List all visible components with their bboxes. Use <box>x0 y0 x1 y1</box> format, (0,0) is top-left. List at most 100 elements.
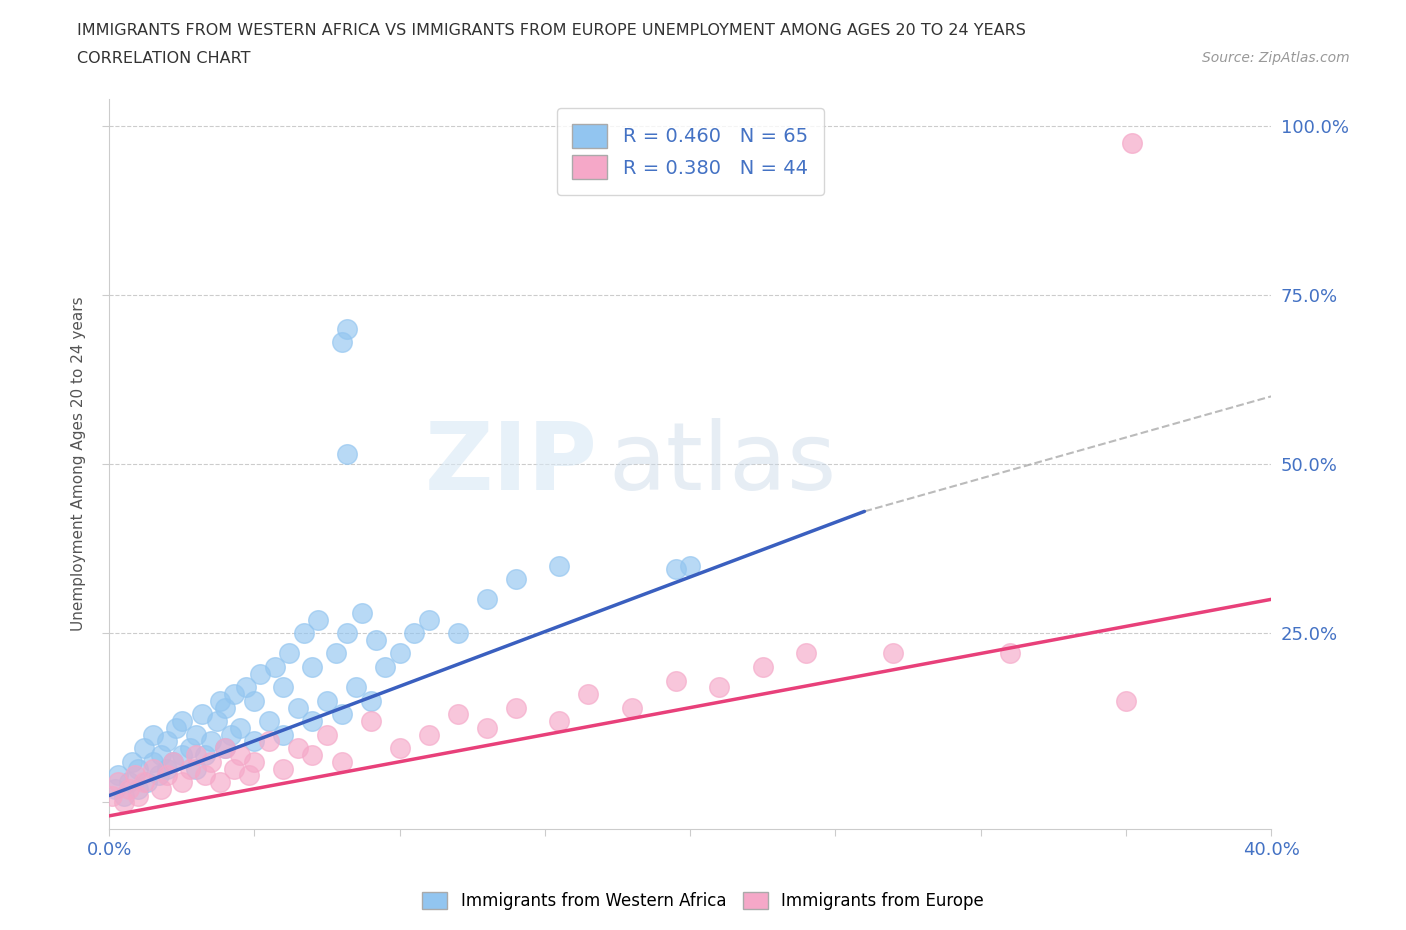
Point <box>336 626 359 641</box>
Point <box>243 754 266 769</box>
Point <box>107 768 129 783</box>
Point <box>127 788 149 803</box>
Text: atlas: atlas <box>609 418 837 510</box>
Point <box>751 659 773 674</box>
Point <box>170 775 193 790</box>
Point <box>156 768 179 783</box>
Point <box>307 612 329 627</box>
Point <box>475 721 498 736</box>
Point <box>229 721 252 736</box>
Point <box>621 700 644 715</box>
Point <box>665 562 688 577</box>
Point <box>235 680 257 695</box>
Point <box>344 680 367 695</box>
Point <box>127 781 149 796</box>
Point <box>301 748 323 763</box>
Legend: R = 0.460   N = 65, R = 0.380   N = 44: R = 0.460 N = 65, R = 0.380 N = 44 <box>557 109 824 194</box>
Point <box>548 713 571 728</box>
Point <box>219 727 242 742</box>
Point <box>112 795 135 810</box>
Point <box>548 558 571 573</box>
Point <box>112 788 135 803</box>
Point <box>142 761 165 776</box>
Point <box>287 700 309 715</box>
Point <box>447 626 470 641</box>
Point <box>186 727 208 742</box>
Point <box>278 646 301 661</box>
Point <box>374 659 396 674</box>
Point <box>388 646 411 661</box>
Point <box>301 713 323 728</box>
Point <box>162 754 184 769</box>
Point <box>882 646 904 661</box>
Point <box>794 646 817 661</box>
Point <box>360 713 382 728</box>
Point <box>679 558 702 573</box>
Point <box>1115 694 1137 709</box>
Point <box>200 754 222 769</box>
Point <box>388 741 411 756</box>
Point <box>475 591 498 606</box>
Point <box>404 626 426 641</box>
Point <box>135 775 157 790</box>
Point <box>418 612 440 627</box>
Text: CORRELATION CHART: CORRELATION CHART <box>77 51 250 66</box>
Point <box>127 761 149 776</box>
Point <box>447 707 470 722</box>
Point <box>179 761 201 776</box>
Point <box>336 321 359 336</box>
Point <box>194 748 217 763</box>
Text: ZIP: ZIP <box>425 418 598 510</box>
Text: Source: ZipAtlas.com: Source: ZipAtlas.com <box>1202 51 1350 65</box>
Y-axis label: Unemployment Among Ages 20 to 24 years: Unemployment Among Ages 20 to 24 years <box>72 297 86 631</box>
Point <box>505 572 527 587</box>
Point <box>578 686 600 701</box>
Point <box>243 694 266 709</box>
Point <box>222 686 245 701</box>
Point <box>214 741 236 756</box>
Point <box>257 734 280 749</box>
Point <box>350 605 373 620</box>
Point <box>238 768 260 783</box>
Point <box>243 734 266 749</box>
Point <box>132 741 155 756</box>
Point <box>336 446 359 461</box>
Point <box>287 741 309 756</box>
Point <box>229 748 252 763</box>
Point <box>292 626 315 641</box>
Point <box>257 713 280 728</box>
Point <box>998 646 1021 661</box>
Point <box>330 335 353 350</box>
Point <box>665 673 688 688</box>
Point <box>330 754 353 769</box>
Text: IMMIGRANTS FROM WESTERN AFRICA VS IMMIGRANTS FROM EUROPE UNEMPLOYMENT AMONG AGES: IMMIGRANTS FROM WESTERN AFRICA VS IMMIGR… <box>77 23 1026 38</box>
Point <box>150 781 173 796</box>
Point <box>273 680 295 695</box>
Point <box>205 713 228 728</box>
Point <box>142 727 165 742</box>
Point <box>148 768 170 783</box>
Point <box>179 741 201 756</box>
Point <box>124 768 146 783</box>
Point <box>194 768 217 783</box>
Point <box>360 694 382 709</box>
Point <box>208 694 231 709</box>
Point <box>186 748 208 763</box>
Point <box>170 713 193 728</box>
Point <box>316 727 339 742</box>
Point <box>505 700 527 715</box>
Point <box>214 741 236 756</box>
Point <box>263 659 285 674</box>
Point <box>1121 135 1143 150</box>
Point <box>121 754 143 769</box>
Point <box>107 775 129 790</box>
Point <box>273 761 295 776</box>
Point <box>214 700 236 715</box>
Point <box>156 761 179 776</box>
Point <box>418 727 440 742</box>
Point <box>132 775 155 790</box>
Point <box>165 721 187 736</box>
Point <box>325 646 347 661</box>
Point <box>316 694 339 709</box>
Point <box>709 680 731 695</box>
